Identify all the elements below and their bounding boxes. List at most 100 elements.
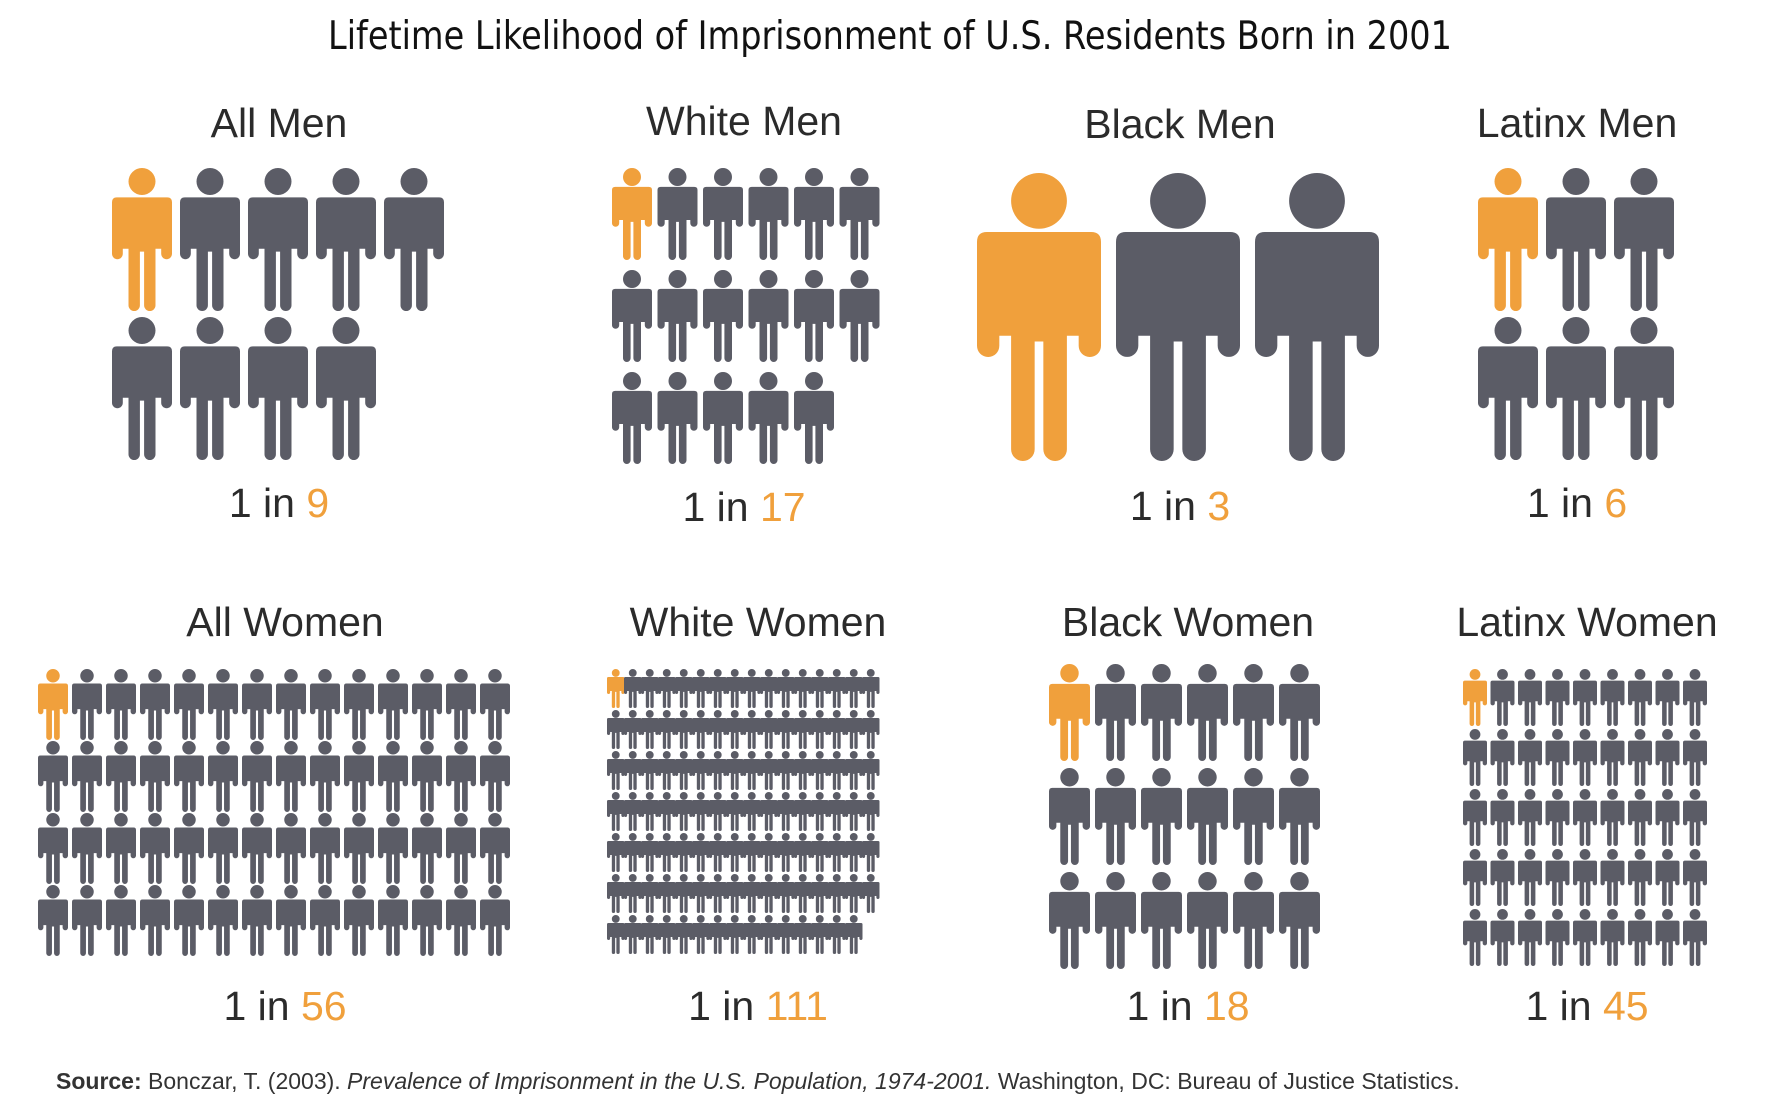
- person-icon: [242, 741, 272, 813]
- person-icon: [480, 741, 510, 813]
- ratio-label-white-women: 1 in 111: [558, 983, 958, 1030]
- person-icon: [1683, 908, 1707, 967]
- person-icon: [862, 669, 880, 709]
- person-icon: [1600, 729, 1625, 786]
- person-icon: [106, 813, 136, 884]
- person-icon: [839, 270, 880, 362]
- person-icon: [276, 741, 306, 813]
- person-icon: [242, 885, 272, 957]
- person-icon: [1600, 849, 1625, 907]
- person-icon: [1255, 172, 1379, 462]
- person-icon: [675, 751, 693, 791]
- person-icon: [624, 833, 642, 873]
- person-icon: [412, 669, 442, 741]
- person-icon: [1655, 729, 1680, 786]
- person-icon: [862, 792, 880, 832]
- person-icon: [1279, 768, 1320, 865]
- person-icon: [1573, 849, 1597, 907]
- person-icon: [794, 168, 834, 260]
- ratio-prefix: 1 in: [1129, 483, 1208, 529]
- person-icon-highlighted: [612, 168, 652, 261]
- person-icon: [1600, 789, 1625, 846]
- person-icon: [675, 792, 693, 832]
- person-icon: [657, 168, 698, 260]
- person-icon: [675, 710, 693, 750]
- person-icon: [726, 710, 744, 750]
- ratio-label-all-men: 1 in 9: [79, 480, 479, 527]
- person-icon: [862, 710, 880, 750]
- ratio-prefix: 1 in: [1525, 983, 1603, 1029]
- source-author: Bonczar, T. (2003).: [141, 1068, 348, 1094]
- person-icon: [242, 813, 272, 885]
- person-icon: [38, 884, 68, 956]
- person-icon: [344, 741, 374, 813]
- person-icon: [748, 270, 789, 362]
- panel-title-all-women: All Women: [186, 599, 384, 645]
- person-icon: [1233, 768, 1274, 865]
- person-icon: [1628, 908, 1652, 967]
- person-icon: [709, 915, 727, 955]
- person-icon: [703, 168, 743, 261]
- person-icon: [641, 833, 659, 873]
- person-icon: [607, 710, 625, 750]
- person-icon: [624, 792, 642, 832]
- person-icon: [624, 751, 642, 791]
- chart-title: Lifetime Likelihood of Imprisonment of U…: [328, 14, 1452, 59]
- person-icon: [760, 710, 778, 750]
- ratio-prefix: 1 in: [688, 983, 766, 1029]
- person-icon: [1141, 663, 1182, 761]
- person-icon: [72, 813, 102, 884]
- person-icon: [242, 669, 272, 741]
- person-icon: [692, 915, 710, 955]
- person-icon: [777, 833, 795, 873]
- person-icon: [828, 669, 846, 709]
- person-icon: [1655, 669, 1680, 726]
- person-icon: [726, 833, 744, 873]
- person-icon: [811, 751, 829, 791]
- person-icon: [658, 710, 676, 750]
- person-icon: [106, 741, 136, 812]
- person-icon: [828, 915, 846, 955]
- person-icon: [1490, 789, 1515, 846]
- person-icon: [208, 813, 238, 884]
- person-icon: [607, 915, 625, 955]
- person-icon: [1683, 669, 1707, 726]
- person-icon: [378, 741, 408, 813]
- person-icon: [446, 741, 476, 813]
- person-icon: [208, 885, 238, 956]
- person-icon: [760, 833, 778, 873]
- person-icon: [760, 874, 778, 914]
- person-icon: [692, 710, 710, 750]
- person-icon: [607, 874, 625, 914]
- person-icon: [208, 669, 238, 740]
- ratio-label-latinx-men: 1 in 6: [1377, 480, 1777, 527]
- person-icon: [845, 874, 863, 914]
- person-icon: [828, 710, 846, 750]
- ratio-number: 3: [1207, 483, 1231, 529]
- person-icon: [828, 833, 846, 873]
- person-icon: [1463, 849, 1487, 907]
- person-icon: [378, 813, 408, 885]
- source-label: Source:: [56, 1068, 142, 1094]
- person-icon: [862, 833, 880, 873]
- ratio-label-black-men: 1 in 3: [980, 483, 1380, 530]
- person-icon: [1628, 789, 1652, 846]
- person-icon: [845, 669, 863, 709]
- ratio-label-latinx-women: 1 in 45: [1387, 983, 1780, 1030]
- person-icon: [845, 792, 863, 832]
- person-icon: [794, 874, 812, 914]
- person-icon: [1628, 849, 1652, 907]
- source-work: Prevalence of Imprisonment in the U.S. P…: [347, 1068, 992, 1094]
- person-icon: [794, 710, 812, 750]
- person-icon: [1573, 908, 1597, 967]
- person-icon: [1116, 172, 1240, 462]
- person-icon: [1518, 908, 1542, 967]
- person-icon: [174, 813, 204, 884]
- person-icon: [607, 833, 625, 873]
- person-icon: [612, 270, 652, 362]
- person-icon: [811, 874, 829, 914]
